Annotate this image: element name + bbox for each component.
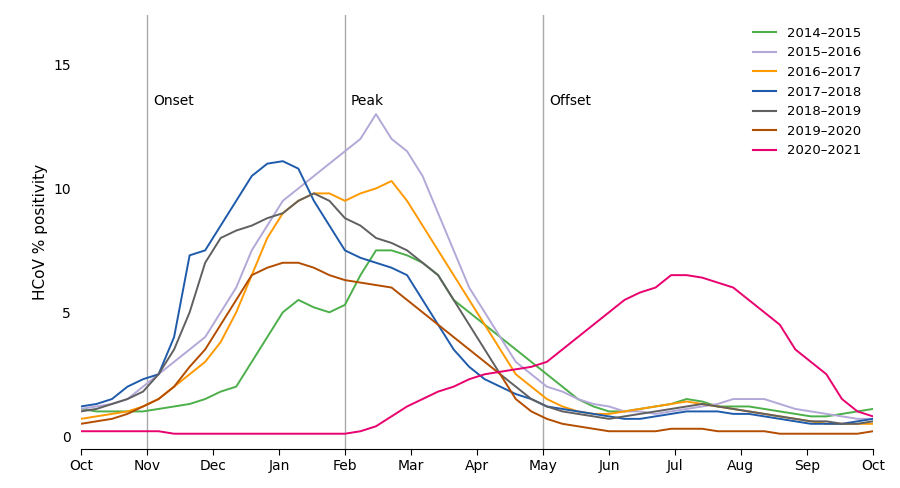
2019–2020 — [774, 431, 785, 437]
2014–2015 — [356, 272, 366, 278]
Line: 2014–2015: 2014–2015 — [81, 250, 873, 416]
2019–2020 — [510, 396, 521, 402]
2018–2019 — [868, 418, 878, 424]
2016–2017 — [868, 421, 878, 427]
2016–2017 — [386, 178, 397, 184]
2019–2020 — [277, 260, 288, 265]
2016–2017 — [510, 371, 521, 377]
2020–2021 — [572, 334, 583, 340]
2018–2019 — [510, 384, 521, 389]
2016–2017 — [604, 411, 615, 417]
2016–2017 — [76, 416, 86, 422]
2014–2015 — [868, 406, 878, 412]
2020–2021 — [76, 428, 86, 434]
2020–2021 — [168, 431, 179, 437]
2014–2015 — [604, 408, 615, 414]
2017–2018 — [604, 413, 615, 419]
Line: 2019–2020: 2019–2020 — [81, 263, 873, 434]
2015–2016 — [138, 384, 148, 389]
2019–2020 — [76, 421, 86, 427]
2014–2015 — [510, 346, 521, 352]
2014–2015 — [76, 406, 86, 412]
2019–2020 — [572, 424, 583, 429]
2015–2016 — [371, 111, 382, 117]
2020–2021 — [138, 428, 148, 434]
2015–2016 — [572, 396, 583, 402]
Line: 2018–2019: 2018–2019 — [81, 193, 873, 424]
2017–2018 — [572, 408, 583, 414]
2020–2021 — [666, 272, 677, 278]
2014–2015 — [806, 413, 816, 419]
Y-axis label: HCoV % positivity: HCoV % positivity — [33, 164, 48, 300]
2019–2020 — [138, 404, 148, 409]
2016–2017 — [572, 408, 583, 414]
2017–2018 — [371, 260, 382, 265]
2017–2018 — [464, 364, 474, 370]
2014–2015 — [464, 309, 474, 315]
2015–2016 — [868, 416, 878, 422]
2018–2019 — [836, 421, 847, 427]
2014–2015 — [371, 247, 382, 253]
2015–2016 — [510, 359, 521, 365]
2014–2015 — [572, 396, 583, 402]
2014–2015 — [138, 408, 148, 414]
2016–2017 — [138, 404, 148, 409]
2018–2019 — [604, 416, 615, 422]
2018–2019 — [76, 408, 86, 414]
2019–2020 — [371, 282, 382, 288]
2018–2019 — [309, 190, 320, 196]
2015–2016 — [604, 404, 615, 409]
Text: Onset: Onset — [153, 94, 194, 108]
2016–2017 — [356, 190, 366, 196]
Line: 2016–2017: 2016–2017 — [81, 181, 873, 424]
2020–2021 — [868, 413, 878, 419]
2015–2016 — [76, 406, 86, 412]
2019–2020 — [464, 346, 474, 352]
2020–2021 — [604, 309, 615, 315]
2016–2017 — [821, 421, 832, 427]
2018–2019 — [371, 235, 382, 241]
2018–2019 — [138, 388, 148, 394]
Line: 2017–2018: 2017–2018 — [81, 161, 873, 424]
2020–2021 — [371, 424, 382, 429]
2016–2017 — [464, 297, 474, 303]
2020–2021 — [510, 366, 521, 372]
Line: 2015–2016: 2015–2016 — [81, 114, 873, 419]
2015–2016 — [356, 136, 366, 142]
2017–2018 — [510, 391, 521, 397]
2018–2019 — [464, 322, 474, 327]
2017–2018 — [806, 421, 816, 427]
Text: Peak: Peak — [351, 94, 384, 108]
2020–2021 — [464, 376, 474, 382]
2017–2018 — [138, 376, 148, 382]
2017–2018 — [76, 404, 86, 409]
2017–2018 — [277, 158, 288, 164]
2015–2016 — [464, 285, 474, 290]
Line: 2020–2021: 2020–2021 — [81, 275, 873, 434]
2017–2018 — [868, 416, 878, 422]
2018–2019 — [572, 411, 583, 417]
Text: Offset: Offset — [549, 94, 591, 108]
2019–2020 — [868, 428, 878, 434]
2019–2020 — [604, 428, 615, 434]
2015–2016 — [852, 416, 863, 422]
Legend: 2014–2015, 2015–2016, 2016–2017, 2017–2018, 2018–2019, 2019–2020, 2020–2021: 2014–2015, 2015–2016, 2016–2017, 2017–20… — [747, 21, 867, 163]
